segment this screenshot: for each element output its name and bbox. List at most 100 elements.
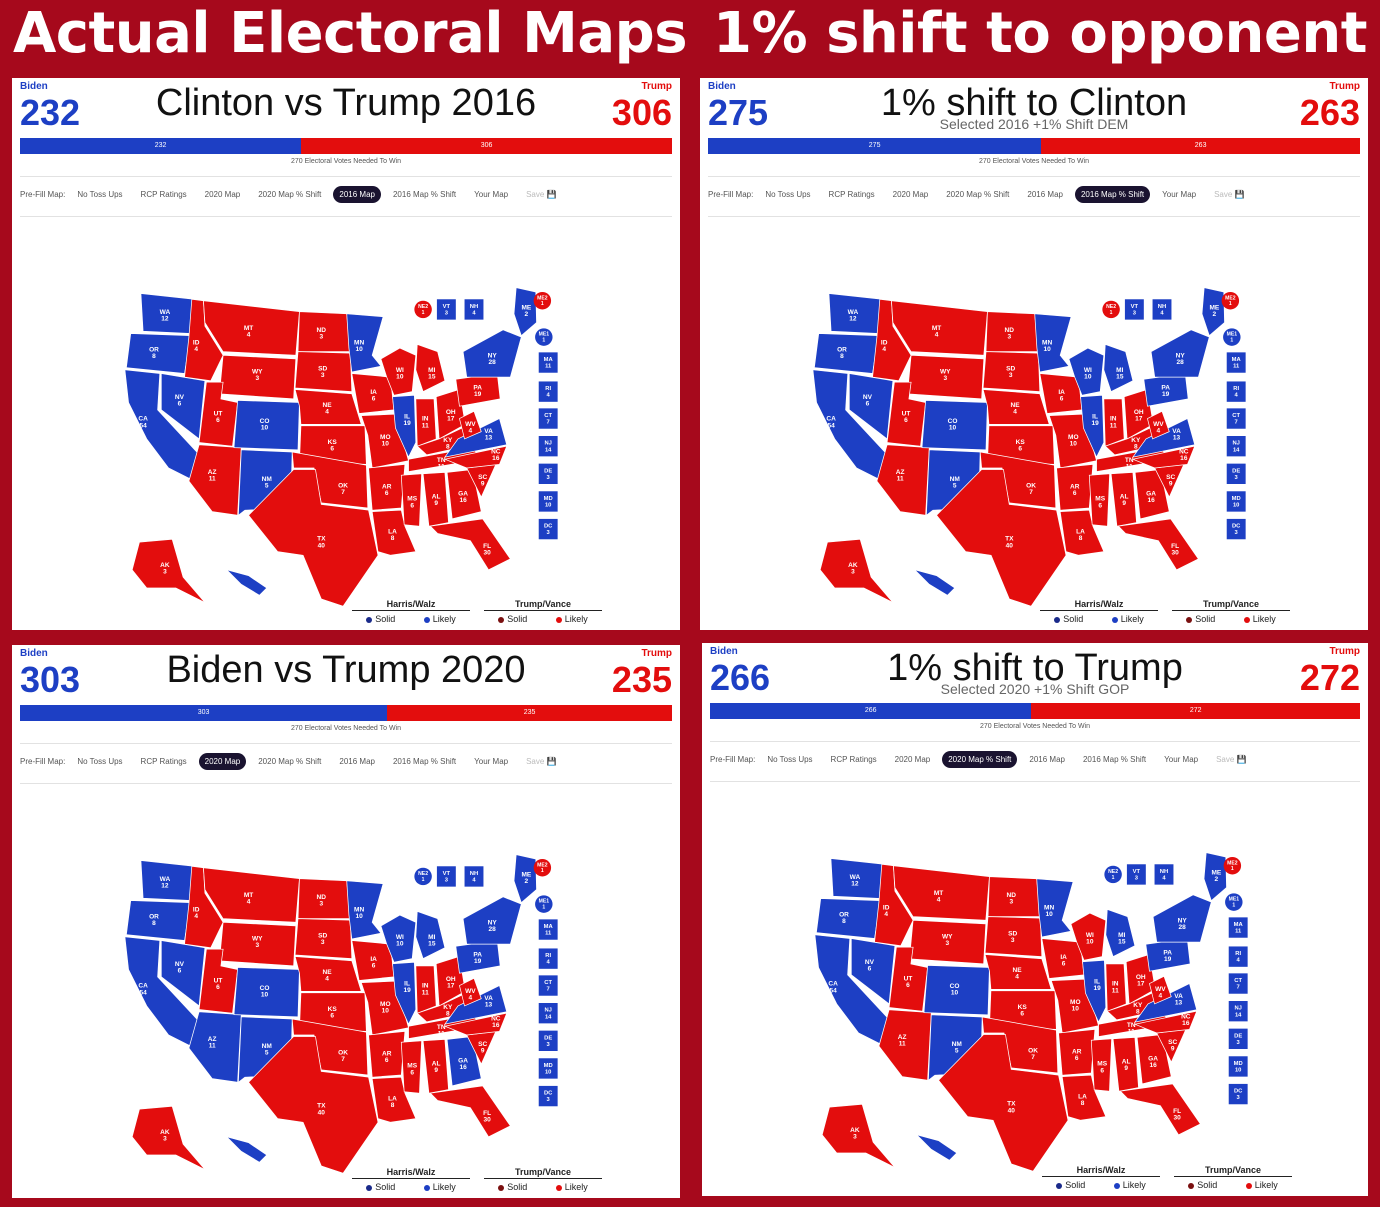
state-box-ma[interactable] (1228, 917, 1248, 938)
state-la[interactable] (1061, 1074, 1107, 1121)
prefill-tool[interactable]: RCP Ratings (830, 755, 877, 764)
prefill-tool[interactable]: 2016 Map (339, 757, 375, 766)
state-sd[interactable] (982, 351, 1041, 393)
state-il[interactable] (1082, 959, 1107, 1023)
prefill-tool[interactable]: 2020 Map (892, 190, 929, 199)
state-box-nj[interactable] (538, 1003, 558, 1024)
state-il[interactable] (1080, 394, 1105, 458)
prefill-tool[interactable]: No Toss Ups (77, 757, 123, 766)
prefill-tool[interactable]: 2020 Map % Shift (946, 190, 1010, 199)
state-fl[interactable] (429, 1085, 511, 1138)
state-wi[interactable] (1068, 347, 1105, 396)
district-me2[interactable] (1223, 857, 1242, 875)
state-nv[interactable] (160, 940, 206, 1007)
state-la[interactable] (371, 1076, 417, 1123)
prefill-tool[interactable]: 2020 Map % Shift (258, 757, 322, 766)
state-mi[interactable] (1103, 343, 1134, 393)
prefill-tool[interactable]: Your Map (474, 190, 509, 199)
state-in[interactable] (1103, 398, 1125, 447)
state-wy[interactable] (907, 354, 985, 400)
state-or[interactable] (125, 900, 191, 941)
state-ks[interactable] (299, 425, 367, 465)
save-button[interactable]: Save 💾 (1210, 751, 1252, 768)
state-or[interactable] (815, 898, 881, 939)
state-box-md[interactable] (1228, 1056, 1248, 1077)
state-wv[interactable] (1149, 975, 1172, 1005)
prefill-tool[interactable]: 2020 Map % Shift (942, 751, 1018, 768)
state-box-ma[interactable] (1226, 352, 1246, 373)
prefill-tool[interactable]: Your Map (1164, 755, 1199, 764)
state-hi[interactable] (225, 569, 268, 596)
district-ne2[interactable] (1102, 300, 1120, 319)
prefill-tool[interactable]: RCP Ratings (140, 190, 187, 199)
state-mn[interactable] (1036, 878, 1074, 938)
state-ms[interactable] (1088, 473, 1111, 527)
prefill-tool[interactable]: 2020 Map (204, 190, 241, 199)
state-me[interactable] (513, 287, 537, 337)
state-ne[interactable] (982, 389, 1050, 425)
prefill-tool[interactable]: 2016 Map % Shift (1082, 755, 1147, 764)
state-nv[interactable] (848, 373, 894, 440)
state-box-ct[interactable] (538, 408, 558, 429)
state-wv[interactable] (459, 977, 482, 1007)
prefill-tool[interactable]: 2020 Map (198, 753, 247, 770)
state-in[interactable] (1105, 963, 1127, 1012)
state-nc[interactable] (443, 1012, 508, 1036)
district-ne2[interactable] (414, 867, 432, 886)
prefill-tool[interactable]: No Toss Ups (77, 190, 123, 199)
district-me1[interactable] (1223, 328, 1241, 346)
state-ks[interactable] (989, 990, 1057, 1030)
state-ga[interactable] (446, 469, 482, 520)
state-sd[interactable] (984, 916, 1043, 958)
district-me2[interactable] (1221, 292, 1240, 310)
state-box-dc[interactable] (538, 518, 558, 540)
state-or[interactable] (813, 333, 879, 374)
state-box-de[interactable] (1226, 463, 1246, 484)
state-box-ct[interactable] (1226, 408, 1246, 429)
state-tx[interactable] (936, 469, 1067, 607)
state-box-ma[interactable] (538, 352, 558, 373)
state-box-vt[interactable] (1126, 864, 1146, 885)
state-hi[interactable] (913, 569, 956, 596)
state-mn[interactable] (1034, 313, 1072, 373)
state-nc[interactable] (1131, 445, 1196, 469)
state-ak[interactable] (821, 1103, 896, 1168)
state-me[interactable] (1203, 852, 1227, 902)
state-nv[interactable] (850, 938, 896, 1005)
prefill-tool[interactable]: 2016 Map (1027, 190, 1063, 199)
state-ar[interactable] (1056, 463, 1094, 511)
state-ny[interactable] (1152, 894, 1212, 943)
state-co[interactable] (233, 399, 300, 451)
state-box-ri[interactable] (538, 381, 558, 402)
state-al[interactable] (1112, 1036, 1139, 1092)
state-nv[interactable] (160, 373, 206, 440)
state-ne[interactable] (294, 956, 362, 992)
state-box-ri[interactable] (1228, 946, 1248, 967)
state-box-ma[interactable] (538, 919, 558, 940)
state-ar[interactable] (1058, 1028, 1096, 1076)
state-wi[interactable] (1070, 912, 1107, 961)
state-tx[interactable] (248, 1036, 379, 1174)
state-sd[interactable] (294, 351, 353, 393)
state-mi[interactable] (415, 910, 446, 960)
state-ga[interactable] (446, 1036, 482, 1087)
prefill-tool[interactable]: Your Map (1162, 190, 1197, 199)
state-ms[interactable] (1090, 1038, 1113, 1092)
state-box-de[interactable] (538, 463, 558, 484)
state-wy[interactable] (909, 919, 987, 965)
state-mn[interactable] (346, 880, 384, 940)
state-ga[interactable] (1136, 1034, 1172, 1085)
state-box-md[interactable] (1226, 491, 1246, 512)
district-ne2[interactable] (1104, 865, 1122, 884)
prefill-tool[interactable]: RCP Ratings (140, 757, 187, 766)
prefill-tool[interactable]: 2016 Map % Shift (392, 757, 457, 766)
state-va[interactable] (1134, 983, 1198, 1023)
state-mi[interactable] (1105, 908, 1136, 958)
state-ne[interactable] (984, 954, 1052, 990)
state-ks[interactable] (299, 992, 367, 1032)
prefill-tool[interactable]: 2020 Map (894, 755, 931, 764)
state-va[interactable] (444, 418, 508, 458)
state-mn[interactable] (346, 313, 384, 373)
state-mt[interactable] (203, 300, 300, 356)
state-wi[interactable] (380, 347, 417, 396)
